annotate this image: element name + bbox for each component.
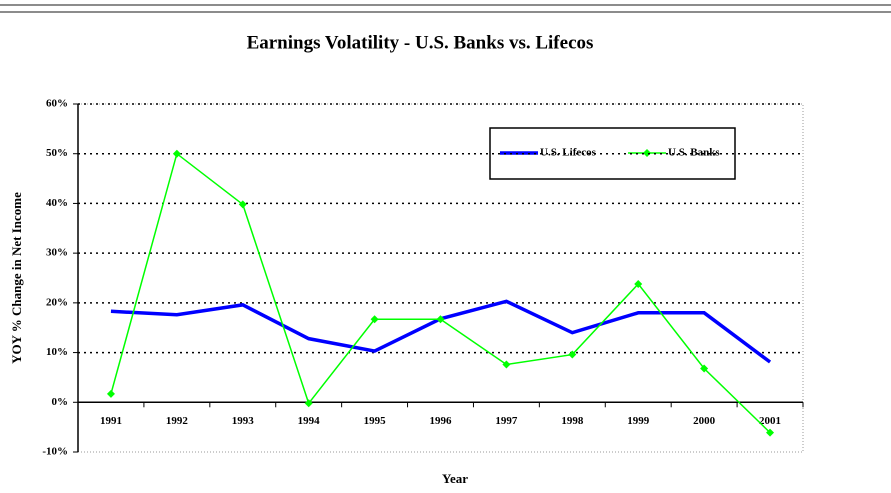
- marker: [370, 315, 379, 324]
- y-tick-label: 20%: [46, 296, 68, 308]
- marker: [304, 399, 313, 408]
- y-tick-label: 30%: [46, 247, 68, 259]
- x-tick-label: 2001: [759, 415, 781, 427]
- y-tick-label: 60%: [46, 98, 68, 110]
- chart-title: Earnings Volatility - U.S. Banks vs. Lif…: [247, 32, 594, 53]
- marker: [700, 364, 709, 373]
- x-axis-label: Year: [442, 471, 468, 486]
- x-tick-label: 1991: [100, 415, 122, 427]
- y-tick-label: 50%: [46, 147, 68, 159]
- x-tick-label: 1995: [364, 415, 387, 427]
- y-tick-label: 40%: [46, 197, 68, 209]
- x-tick-label: 1996: [430, 415, 453, 427]
- x-tick-label: 1992: [166, 415, 189, 427]
- y-tick-label: -10%: [42, 446, 68, 458]
- x-tick-label: 2000: [693, 415, 716, 427]
- legend-label: U.S. Lifecos: [540, 147, 597, 159]
- series-line: [110, 152, 771, 434]
- x-tick-label: 1998: [561, 415, 584, 427]
- marker: [766, 428, 775, 437]
- x-tick-label: 1999: [627, 415, 650, 427]
- marker: [172, 149, 181, 158]
- marker: [436, 315, 445, 324]
- x-tick-label: 1993: [232, 415, 255, 427]
- series-line: [110, 299, 772, 364]
- marker: [634, 279, 643, 288]
- x-tick-label: 1994: [298, 415, 321, 427]
- y-tick-label: 0%: [52, 396, 69, 408]
- marker: [568, 350, 577, 359]
- y-axis-label: YOY % Change in Net Income: [9, 192, 24, 364]
- legend-marker: [643, 149, 651, 157]
- y-tick-label: 10%: [46, 346, 68, 358]
- marker: [106, 389, 115, 398]
- marker: [238, 200, 247, 209]
- x-tick-label: 1997: [495, 415, 518, 427]
- marker: [502, 360, 511, 369]
- legend-label: U.S. Banks: [668, 147, 720, 159]
